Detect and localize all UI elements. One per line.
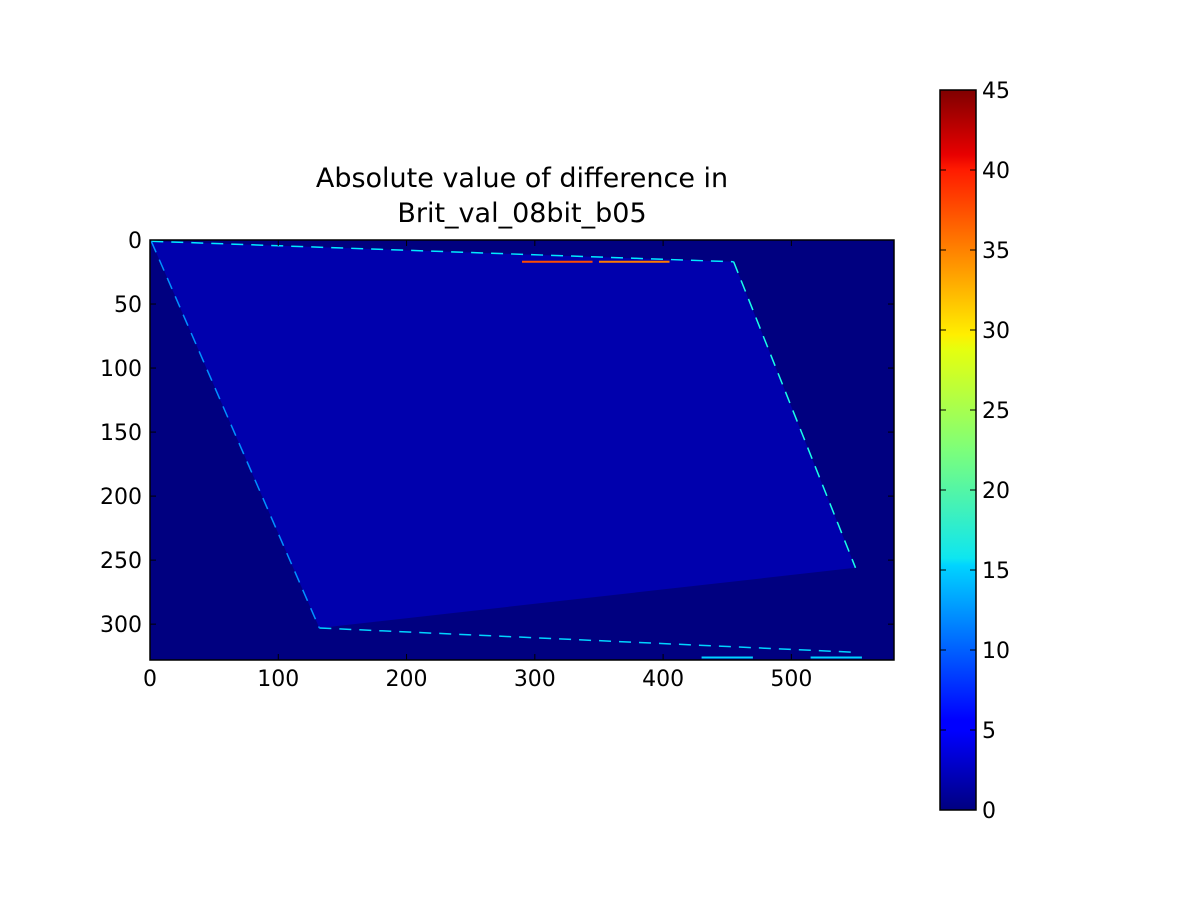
x-axis: 0 100 200 300 400 500 <box>143 240 812 692</box>
edge-line-top <box>151 240 734 263</box>
x-tick-label: 100 <box>257 667 299 692</box>
colorbar-tick-label: 20 <box>982 479 1010 504</box>
colorbar-tick-label: 30 <box>982 319 1010 344</box>
y-tick-label: 300 <box>100 613 142 638</box>
colorbar-frame <box>939 89 977 811</box>
colorbar-tick-label: 0 <box>982 799 996 824</box>
edge-line-right <box>732 261 857 569</box>
x-tick-label: 500 <box>770 667 812 692</box>
colorbar-tick-label: 25 <box>982 399 1010 424</box>
title-line-1: Absolute value of difference in <box>316 163 728 194</box>
edge-line-left <box>150 240 321 629</box>
colorbar-tick-label: 15 <box>982 559 1010 584</box>
title-line-2: Brit_val_08bit_b05 <box>397 198 646 229</box>
colorbar-tick-label: 45 <box>982 79 1010 104</box>
colorbar-tick-label: 40 <box>982 159 1010 184</box>
plot-frame <box>149 239 895 661</box>
edge-line-bottom <box>319 627 856 654</box>
y-tick-label: 150 <box>100 421 142 446</box>
y-tick-label: 200 <box>100 485 142 510</box>
y-tick-label: 0 <box>128 229 142 254</box>
x-tick-label: 300 <box>514 667 556 692</box>
chart-title: Absolute value of difference in Brit_val… <box>316 163 728 229</box>
valid-data-region <box>151 241 856 628</box>
colorbar-tick-label: 5 <box>982 719 996 744</box>
x-tick-label: 0 <box>143 667 157 692</box>
colorbar-tick-label: 10 <box>982 639 1010 664</box>
x-tick-label: 400 <box>642 667 684 692</box>
y-axis: 0 50 100 150 200 250 300 <box>100 229 894 638</box>
colorbar-tick-label: 35 <box>982 239 1010 264</box>
y-tick-label: 50 <box>114 293 142 318</box>
heatmap-plot-area <box>149 239 895 661</box>
y-tick-label: 100 <box>100 357 142 382</box>
colorbar-gradient <box>940 90 976 810</box>
colorbar: 0 5 10 15 20 25 30 35 40 45 <box>939 79 1010 824</box>
y-tick-label: 250 <box>100 549 142 574</box>
x-tick-label: 200 <box>386 667 428 692</box>
